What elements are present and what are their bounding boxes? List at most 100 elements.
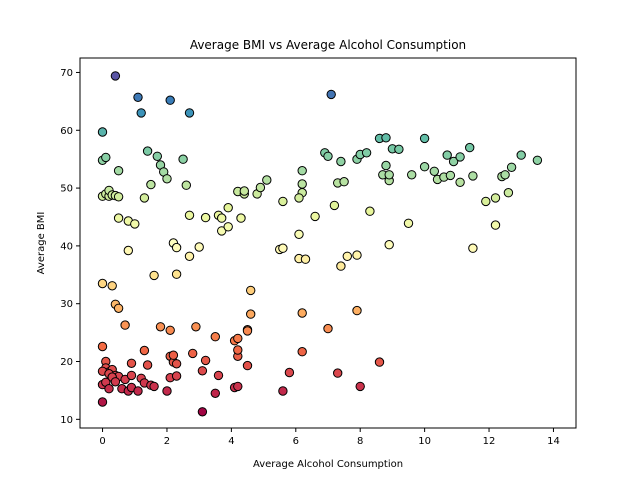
data-point: [381, 160, 391, 171]
data-point: [162, 174, 172, 184]
x-tick-label: 0: [99, 436, 105, 447]
y-tick-label: 40: [60, 241, 73, 252]
data-point: [223, 222, 233, 232]
data-point: [468, 243, 478, 253]
y-axis-ticks: 10 20 30 40 50 60 70: [60, 68, 80, 426]
y-tick-label: 50: [60, 184, 73, 195]
data-point: [255, 182, 266, 193]
data-point: [455, 152, 465, 162]
data-point: [171, 359, 182, 369]
x-tick-label: 14: [547, 436, 560, 447]
data-point: [113, 303, 124, 313]
data-point: [361, 148, 372, 158]
data-point: [126, 370, 137, 381]
data-point: [468, 171, 478, 181]
data-point: [136, 108, 146, 118]
data-point: [97, 278, 108, 289]
x-tick-label: 2: [164, 436, 170, 447]
data-point: [236, 213, 246, 223]
data-point: [506, 162, 517, 173]
data-point: [333, 368, 343, 378]
data-point: [149, 270, 159, 281]
data-point: [104, 384, 114, 394]
data-point: [365, 206, 375, 216]
data-point: [407, 170, 417, 180]
x-tick-label: 12: [483, 436, 496, 447]
data-point: [217, 213, 227, 223]
data-point: [490, 220, 501, 230]
data-point: [278, 243, 288, 253]
data-points: [97, 71, 543, 417]
data-point: [500, 170, 510, 180]
data-point: [429, 166, 439, 177]
data-point: [149, 381, 159, 392]
data-point: [419, 162, 430, 172]
data-point: [191, 322, 201, 332]
data-point: [329, 200, 340, 211]
data-point: [168, 350, 179, 360]
data-point: [217, 226, 227, 236]
x-tick-label: 10: [418, 436, 431, 447]
data-point: [445, 170, 456, 181]
data-point: [355, 381, 365, 392]
data-point: [101, 152, 111, 163]
data-point: [113, 192, 124, 202]
data-point: [146, 179, 156, 190]
data-point: [448, 156, 459, 167]
data-point: [130, 219, 140, 229]
data-point: [339, 177, 349, 187]
data-point: [200, 355, 211, 366]
data-point: [188, 348, 198, 359]
data-point: [97, 127, 108, 137]
x-tick-label: 6: [293, 436, 299, 447]
y-tick-label: 10: [60, 415, 73, 426]
data-point: [152, 151, 163, 162]
data-point: [336, 156, 346, 167]
data-point: [294, 193, 304, 203]
data-point: [110, 377, 121, 387]
data-point: [342, 251, 352, 261]
data-point: [246, 309, 256, 319]
y-axis-label: Average BMI: [36, 212, 47, 275]
data-point: [233, 345, 243, 355]
data-point: [352, 250, 362, 260]
data-point: [246, 285, 256, 296]
data-point: [323, 323, 333, 334]
y-tick-label: 60: [60, 126, 73, 137]
data-point: [516, 150, 526, 160]
data-point: [133, 386, 143, 396]
data-point: [481, 196, 491, 207]
data-point: [194, 242, 204, 252]
data-point: [419, 133, 430, 144]
data-point: [97, 341, 108, 352]
data-point: [326, 89, 336, 100]
x-axis-label: Average Alcohol Consumption: [253, 459, 403, 470]
data-point: [223, 203, 233, 213]
data-point: [403, 218, 414, 229]
data-point: [442, 150, 452, 160]
data-point: [532, 155, 543, 166]
data-point: [323, 151, 333, 162]
data-point: [155, 322, 166, 332]
plot-area: [80, 58, 576, 428]
data-point: [297, 179, 307, 189]
data-point: [465, 142, 475, 153]
data-point: [197, 407, 208, 417]
data-point: [239, 186, 250, 196]
data-point: [165, 95, 175, 105]
data-point: [139, 193, 150, 203]
data-point: [123, 245, 134, 256]
data-point: [284, 367, 295, 378]
data-point: [233, 381, 243, 392]
y-tick-label: 30: [60, 299, 73, 310]
data-point: [233, 333, 243, 344]
data-point: [165, 325, 175, 335]
data-point: [297, 308, 307, 318]
data-point: [490, 193, 501, 203]
data-point: [142, 360, 153, 370]
data-point: [394, 144, 404, 155]
data-point: [107, 281, 117, 291]
data-point: [184, 210, 195, 221]
data-point: [381, 133, 391, 143]
data-point: [300, 254, 311, 264]
